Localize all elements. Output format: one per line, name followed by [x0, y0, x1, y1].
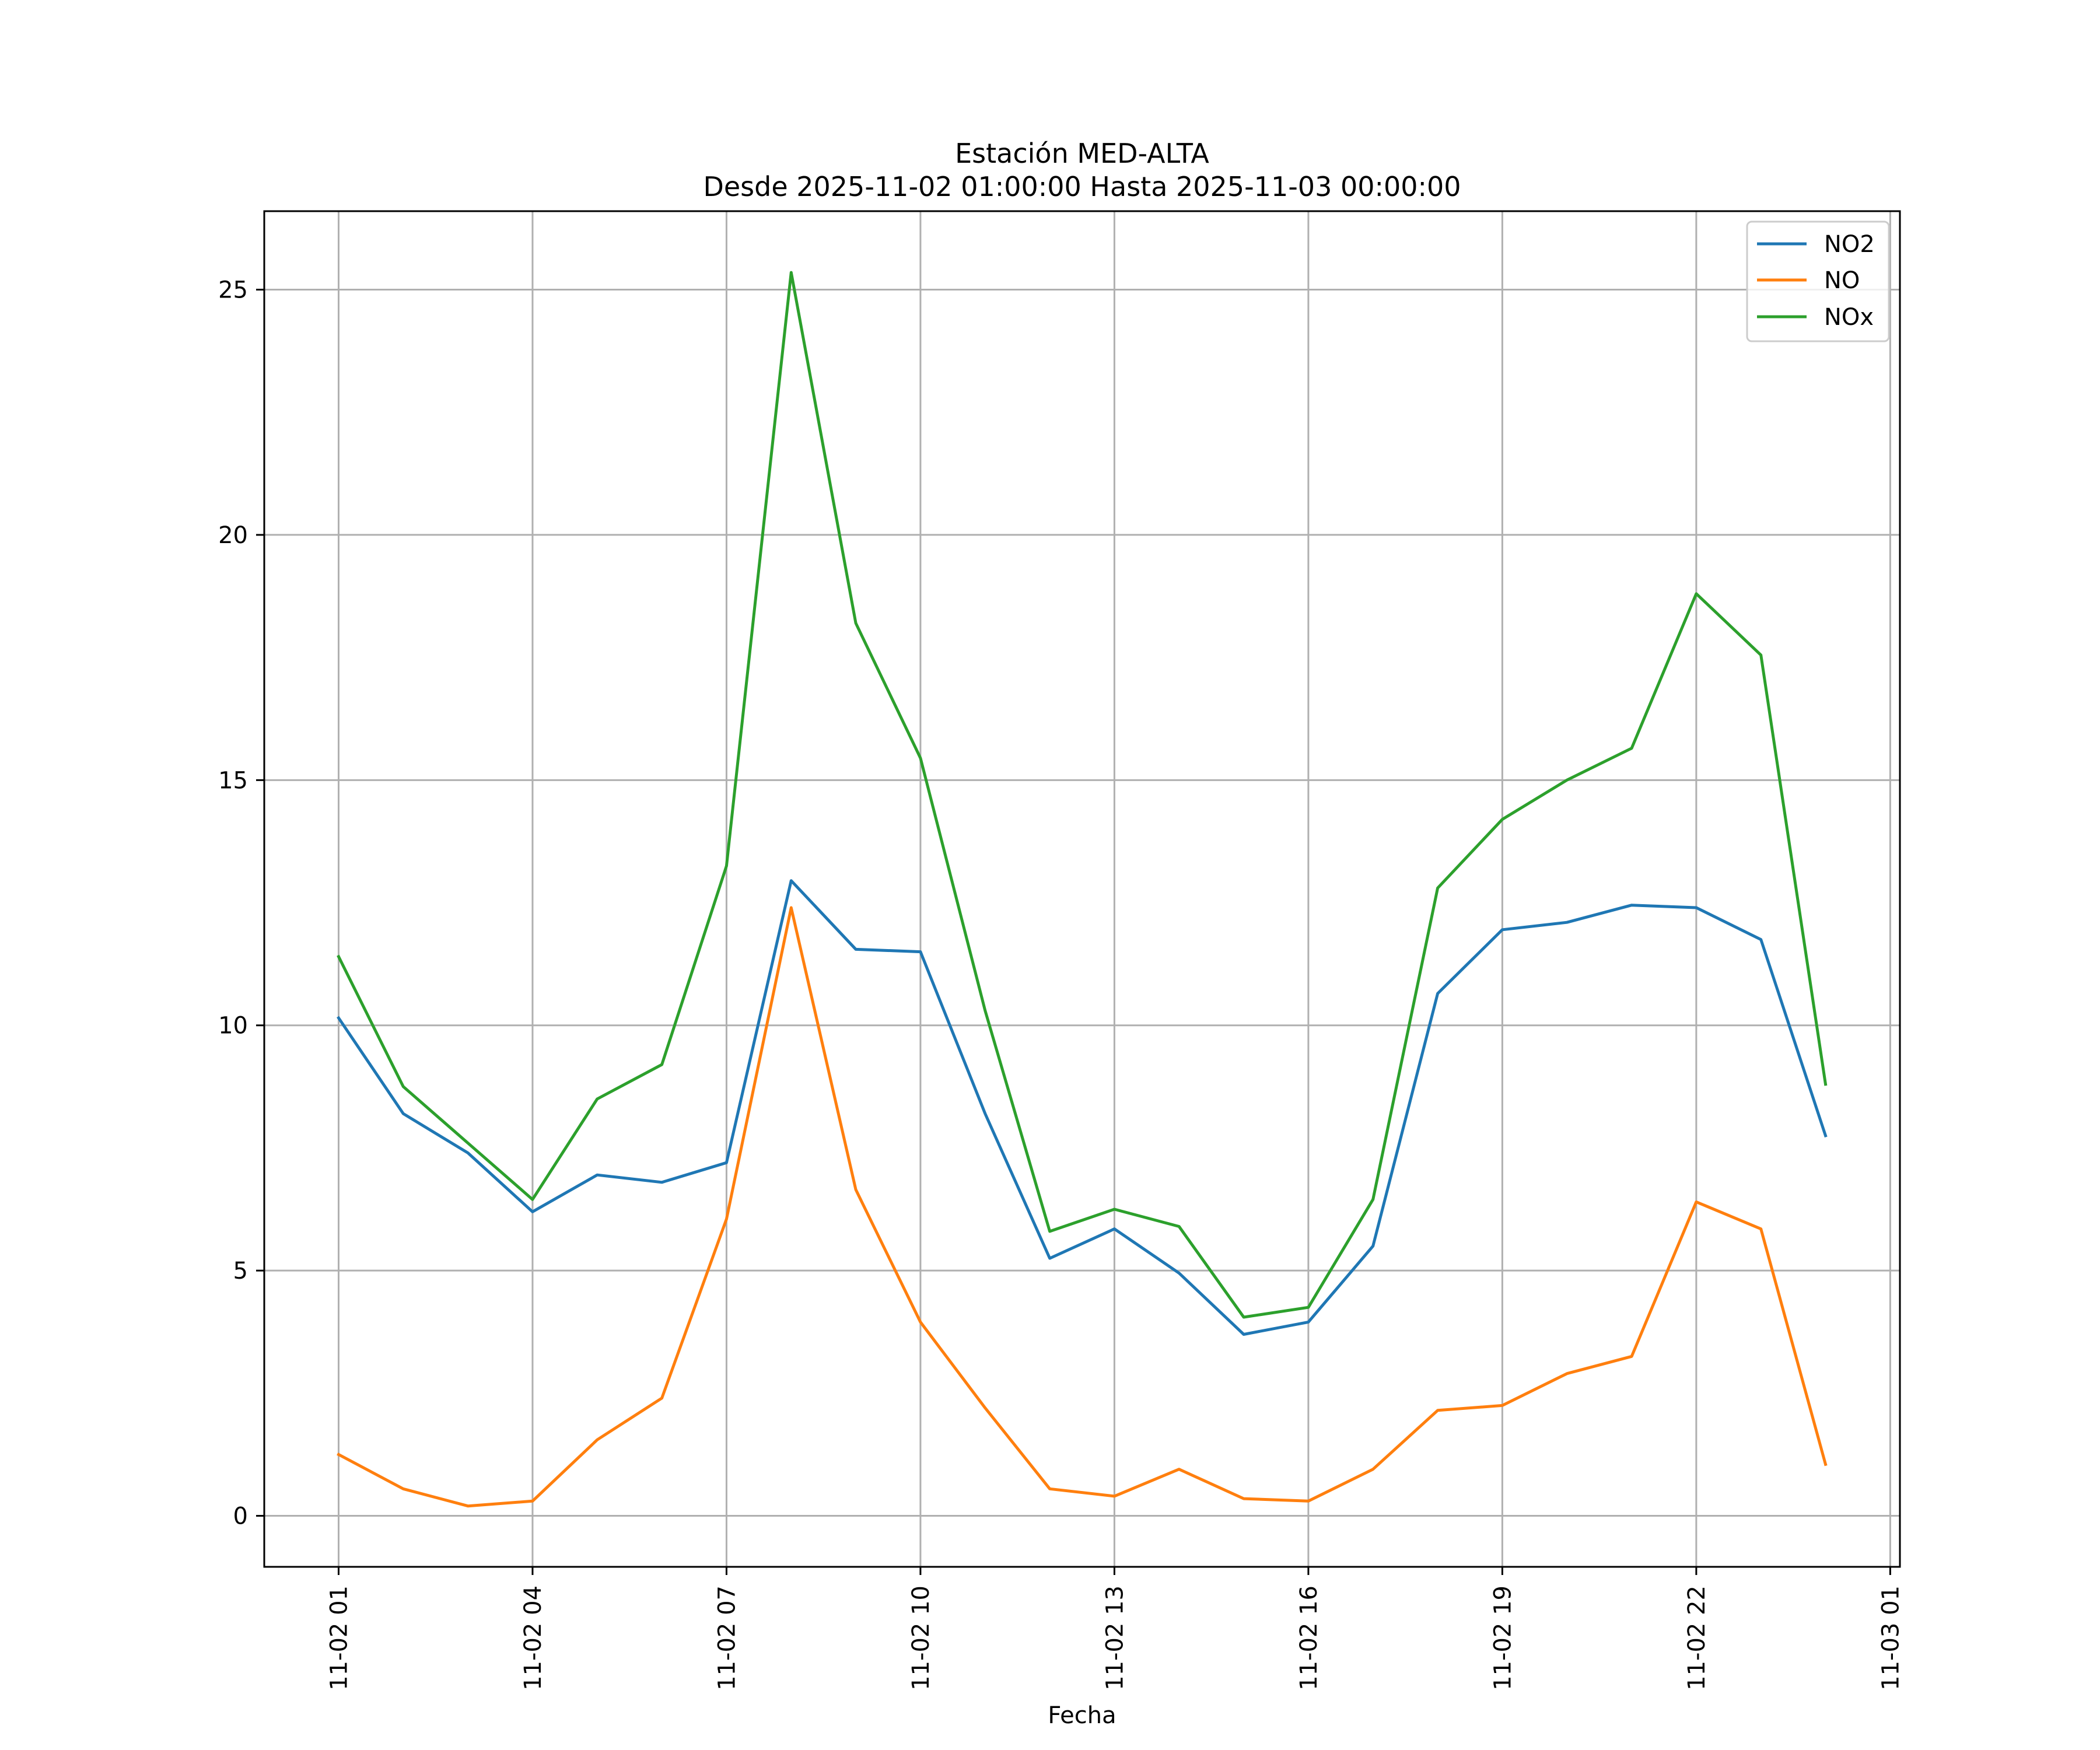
legend-label-no2: NO2 [1824, 231, 1875, 258]
x-axis-label: Fecha [1048, 1702, 1116, 1729]
x-tick-label: 11-02 16 [1296, 1586, 1322, 1690]
y-tick-label: 15 [218, 767, 248, 794]
y-tick-label: 20 [218, 522, 248, 549]
x-tick-label: 11-02 13 [1101, 1586, 1128, 1690]
grid [264, 211, 1900, 1567]
x-axis-ticks: 11-02 01 11-02 04 11-02 07 11-02 10 11-02 13… [326, 1567, 1904, 1690]
y-tick-label: 5 [233, 1258, 248, 1284]
chart-subtitle: Desde 2025-11-02 01:00:00 Hasta 2025-11-… [703, 171, 1461, 202]
y-tick-label: 10 [218, 1013, 248, 1040]
series-line-no [337, 906, 1828, 1508]
series-line-nox [337, 271, 1828, 1319]
x-tick-label: 11-02 19 [1489, 1586, 1516, 1690]
legend: NO2 NO NOx [1746, 220, 1890, 342]
series-line-no2 [337, 879, 1828, 1336]
x-tick-label: 11-02 10 [908, 1586, 935, 1690]
x-tick-label: 11-02 04 [520, 1586, 547, 1690]
y-axis-ticks: 0 5 10 15 20 25 [218, 277, 264, 1530]
legend-label-nox: NOx [1824, 304, 1874, 331]
legend-label-no: NO [1824, 267, 1860, 294]
legend-box [1746, 220, 1890, 342]
y-tick-label: 25 [218, 277, 248, 304]
x-tick-label: 11-02 22 [1684, 1586, 1710, 1690]
series-lines [337, 271, 1828, 1508]
plot-frame [263, 210, 1901, 1568]
x-tick-label: 11-02 01 [326, 1586, 352, 1690]
x-tick-label: 11-03 01 [1877, 1586, 1904, 1690]
y-tick-label: 0 [233, 1503, 248, 1530]
x-tick-label: 11-02 07 [713, 1586, 740, 1690]
chart-title: Estación MED-ALTA [955, 138, 1209, 169]
